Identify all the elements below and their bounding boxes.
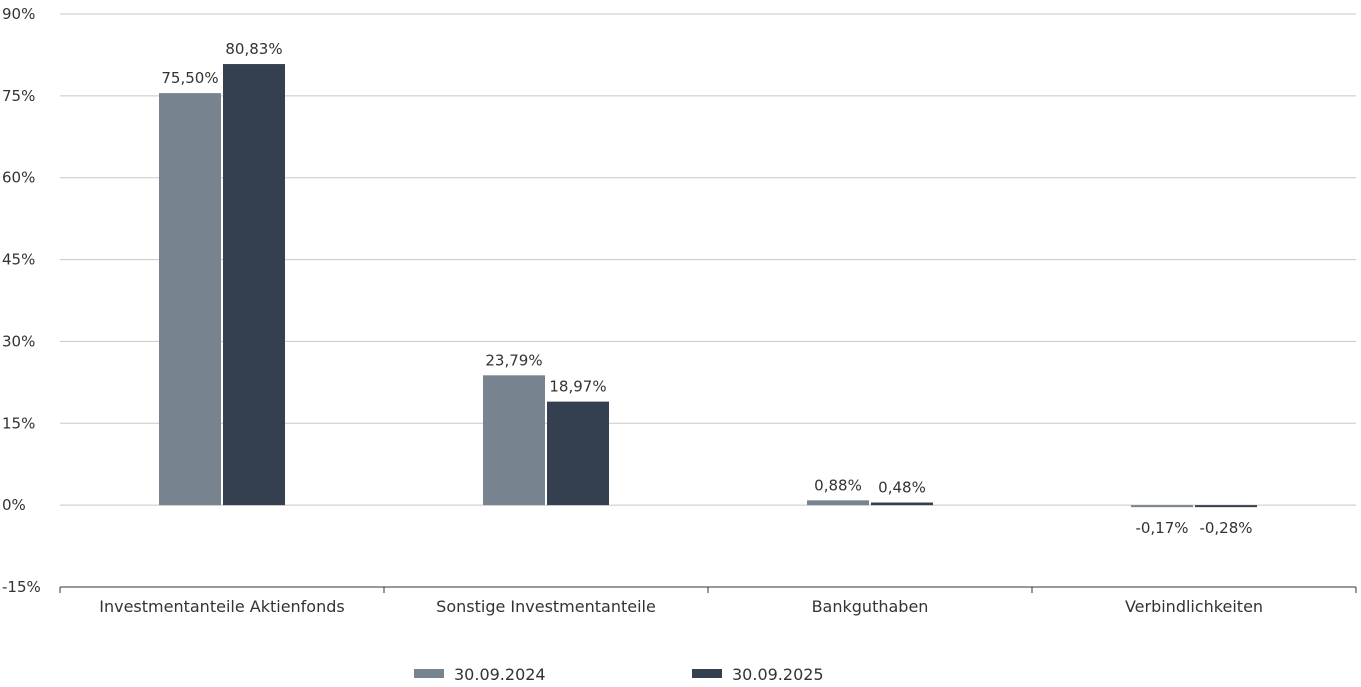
x-category-label: Investmentanteile Aktienfonds (99, 597, 344, 616)
y-tick-label: 75% (2, 87, 35, 105)
bar-value-label: -0,28% (1199, 519, 1252, 537)
y-tick-label: 90% (2, 5, 35, 23)
bar (159, 93, 221, 506)
x-category-label: Sonstige Investmentanteile (436, 597, 656, 616)
y-tick-label: 45% (2, 251, 35, 269)
legend-swatch (414, 669, 444, 678)
x-category-label: Bankguthaben (812, 597, 929, 616)
legend: 30.09.2024 30.09.2025 (414, 665, 824, 684)
bar-value-label: -0,17% (1135, 519, 1188, 537)
data-labels: 75,50% 80,83% 23,79% 18,97% 0,88% 0,48% -0,17%… (161, 40, 1252, 537)
bars (159, 64, 1257, 508)
bar-value-label: 75,50% (161, 69, 218, 87)
y-tick-label: 0% (2, 496, 26, 514)
bar (483, 375, 545, 506)
bar (871, 502, 933, 506)
x-category-label: Verbindlichkeiten (1125, 597, 1263, 616)
bar-value-label: 0,88% (814, 476, 862, 494)
bar (547, 401, 609, 506)
y-tick-label: 30% (2, 332, 35, 350)
bar-value-label: 80,83% (225, 40, 282, 58)
bar (807, 500, 869, 506)
bar (1131, 505, 1193, 508)
x-axis: Investmentanteile Aktienfonds Sonstige In… (59, 586, 1357, 616)
bar (223, 64, 285, 506)
bar (1195, 505, 1257, 508)
y-tick-label: 60% (2, 169, 35, 187)
y-tick-label: -15% (2, 578, 41, 596)
y-axis: 90% 75% 60% 45% 30% 15% 0% -15% (2, 5, 41, 596)
legend-label: 30.09.2025 (732, 665, 824, 684)
bar-value-label: 18,97% (549, 378, 606, 396)
bar-value-label: 0,48% (878, 479, 926, 497)
legend-swatch (692, 669, 722, 678)
bar-value-label: 23,79% (485, 351, 542, 369)
y-tick-label: 15% (2, 414, 35, 432)
legend-label: 30.09.2024 (454, 665, 546, 684)
